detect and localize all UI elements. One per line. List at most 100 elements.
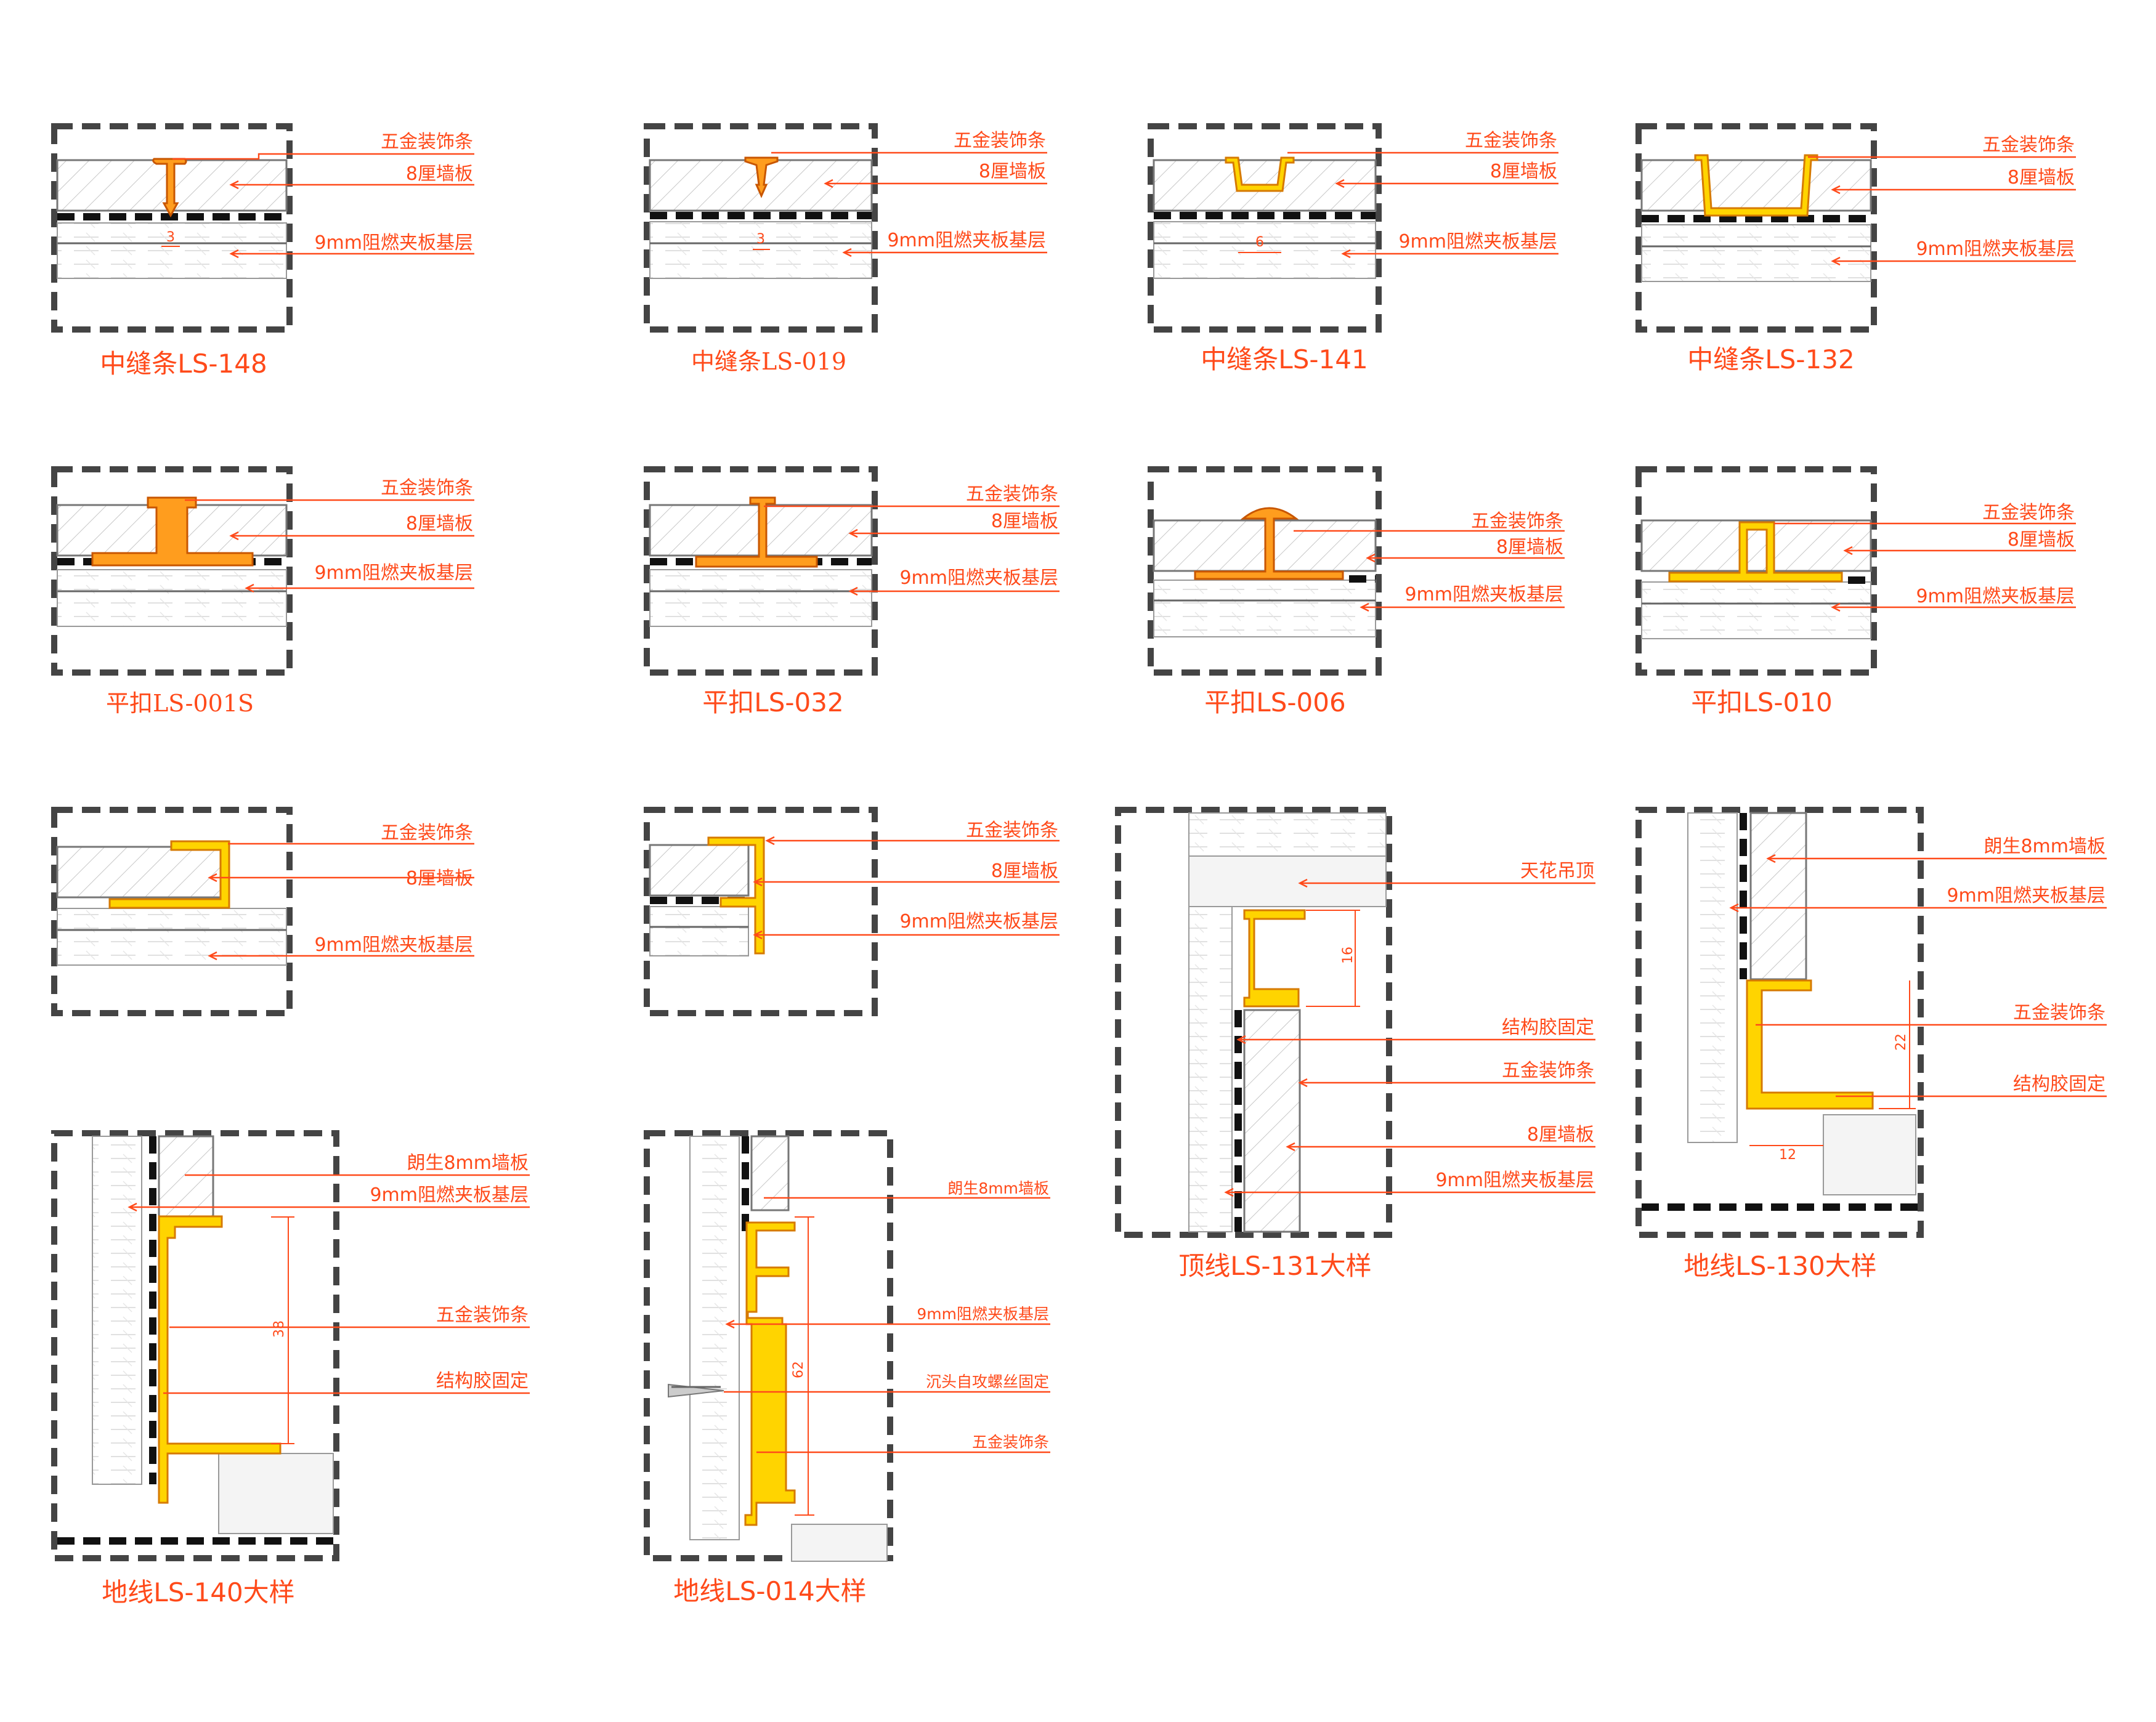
callout-wall-panel: 8厘墙板 (979, 161, 1046, 182)
trim-profile (91, 496, 254, 567)
detail-title: 平扣LS-001S (106, 690, 254, 717)
callout-wall-panel: 8厘墙板 (1496, 536, 1563, 558)
callout-glue: 结构胶固定 (436, 1370, 529, 1392)
trim-profile (744, 156, 779, 198)
callout-plywood: 9mm阻燃夹板基层 (1404, 584, 1563, 605)
wall-panel-section (56, 846, 226, 899)
dimension-label: 3 (756, 232, 765, 247)
callout-wall-panel: 8厘墙板 (991, 860, 1058, 882)
wall-panel-section (1243, 1009, 1301, 1233)
trim-profile (1225, 156, 1295, 192)
callout-trim: 五金装饰条 (1982, 502, 2075, 523)
plywood-base-section (649, 221, 872, 279)
plywood-base-section (689, 1136, 740, 1540)
trim-profile (1694, 154, 1818, 217)
wall-panel-section (1749, 812, 1807, 980)
callout-trim: 五金装饰条 (954, 130, 1046, 152)
plywood-base-section (1641, 581, 1871, 639)
wall-panel-section (1640, 159, 1872, 212)
detail-ls130: 22 12 朗生8mm墙板 9mm阻燃夹板基层 五金装饰条 结构胶固定 地线LS… (1635, 807, 2107, 1281)
trim-profile (158, 1215, 282, 1504)
callout-trim: 五金装饰条 (1982, 134, 2075, 156)
detail-title: 中缝条LS-148 (100, 349, 267, 379)
callout-wall-panel: 8厘墙板 (406, 163, 473, 185)
detail-title: 地线LS-014大样 (673, 1576, 866, 1606)
dimension-label: 6 (1255, 235, 1264, 250)
callout-glue: 结构胶固定 (2013, 1073, 2105, 1095)
trim-profile (1194, 507, 1344, 580)
plywood-base-section (649, 906, 749, 956)
trim-profile (1668, 521, 1843, 583)
callout-plywood: 9mm阻燃夹板基层 (314, 562, 473, 584)
floor-section (791, 1524, 888, 1562)
detail-ls032: 五金装饰条 8厘墙板 9mm阻燃夹板基层 平扣LS-032 (644, 466, 1060, 718)
callout-wall-panel: 8厘墙板 (1490, 161, 1557, 182)
detail-title: 地线LS-140大样 (102, 1577, 294, 1607)
callout-screw: 沉头自攻螺丝固定 (926, 1373, 1049, 1391)
callout-trim: 五金装饰条 (2013, 1002, 2105, 1024)
callout-ceiling: 天花吊顶 (1520, 860, 1594, 882)
wall-panel-section (158, 1135, 214, 1218)
detail-ls132: 五金装饰条 8厘墙板 9mm阻燃夹板基层 中缝条LS-132 (1635, 123, 2076, 374)
detail-edge-trim-1: 五金装饰条 8厘墙板 9mm阻燃夹板基层 (51, 807, 474, 1016)
callout-wall-panel: 8厘墙板 (406, 868, 473, 889)
callout-plywood: 9mm阻燃夹板基层 (917, 1305, 1049, 1323)
detail-ls014: 62 朗生8mm墙板 9mm阻燃夹板基层 沉头自攻螺丝固定 五金装饰条 地线LS… (644, 1130, 1050, 1606)
wall-panel-section (750, 1135, 790, 1211)
callout-trim: 五金装饰条 (1471, 511, 1563, 532)
callout-plywood: 9mm阻燃夹板基层 (1947, 885, 2105, 907)
plywood-base-section (1153, 580, 1376, 637)
callout-wall-panel: 朗生8mm墙板 (1984, 836, 2105, 857)
trim-profile (108, 840, 230, 909)
detail-ls001s: 五金装饰条 8厘墙板 9mm阻燃夹板基层 平扣LS-001S (51, 466, 474, 717)
dimension-label-2: 12 (1779, 1147, 1796, 1163)
callout-wall-panel: 8厘墙板 (1527, 1124, 1594, 1146)
detail-title: 地线LS-130大样 (1684, 1251, 1876, 1281)
dimension-label: 38 (272, 1320, 287, 1338)
detail-ls148: 3 五金装饰条 8厘墙板 9mm阻燃夹板基层 中缝条LS-148 (51, 123, 474, 379)
detail-title: 平扣LS-006 (1204, 687, 1345, 718)
callout-plywood: 9mm阻燃夹板基层 (1916, 586, 2075, 607)
callout-trim: 五金装饰条 (381, 477, 473, 499)
detail-title: 顶线LS-131大样 (1178, 1251, 1371, 1281)
callout-wall-panel: 8厘墙板 (2008, 529, 2075, 551)
callout-plywood: 9mm阻燃夹板基层 (1916, 238, 2075, 260)
plywood-base-section (1687, 812, 1738, 1143)
dimension-label: 3 (166, 230, 175, 245)
dimension-label: 16 (1340, 947, 1356, 964)
plywood-base-section (57, 222, 287, 279)
callout-trim: 五金装饰条 (381, 822, 473, 844)
dimension-label: 22 (1894, 1033, 1909, 1051)
callout-trim: 五金装饰条 (381, 131, 473, 153)
trim-profile (707, 836, 765, 955)
plywood-base-section (649, 569, 872, 627)
callout-plywood: 9mm阻燃夹板基层 (1398, 231, 1557, 253)
plywood-base-section (1641, 224, 1871, 282)
plywood-base-section (57, 569, 287, 627)
detail-edge-trim-2: 五金装饰条 8厘墙板 9mm阻燃夹板基层 (644, 807, 1060, 1016)
callout-wall-panel: 8厘墙板 (406, 513, 473, 535)
trim-profile (695, 496, 818, 568)
callout-wall-panel: 8厘墙板 (2008, 167, 2075, 188)
plywood-base-section (1188, 906, 1233, 1232)
detail-title: 平扣LS-010 (1691, 687, 1832, 718)
plywood-base-section (1153, 221, 1376, 279)
callout-wall-panel: 朗生8mm墙板 (407, 1152, 529, 1174)
callout-glue: 结构胶固定 (1502, 1017, 1594, 1038)
callout-plywood: 9mm阻燃夹板基层 (887, 230, 1046, 251)
callout-plywood: 9mm阻燃夹板基层 (314, 934, 473, 956)
callout-plywood: 9mm阻燃夹板基层 (314, 232, 473, 254)
callout-plywood: 9mm阻燃夹板基层 (899, 911, 1058, 932)
floor-section (218, 1453, 334, 1534)
dimension-label: 62 (791, 1361, 806, 1378)
callout-trim: 五金装饰条 (972, 1433, 1049, 1451)
callout-wall-panel: 朗生8mm墙板 (947, 1179, 1049, 1197)
detail-title: 中缝条LS-132 (1687, 344, 1854, 374)
plywood-base-section (92, 1136, 142, 1485)
ceiling-board-section (1188, 812, 1387, 857)
callout-trim: 五金装饰条 (966, 483, 1058, 505)
callout-trim: 五金装饰条 (436, 1304, 529, 1326)
detail-title: 中缝条LS-019 (691, 348, 846, 375)
callout-trim: 五金装饰条 (966, 820, 1058, 841)
